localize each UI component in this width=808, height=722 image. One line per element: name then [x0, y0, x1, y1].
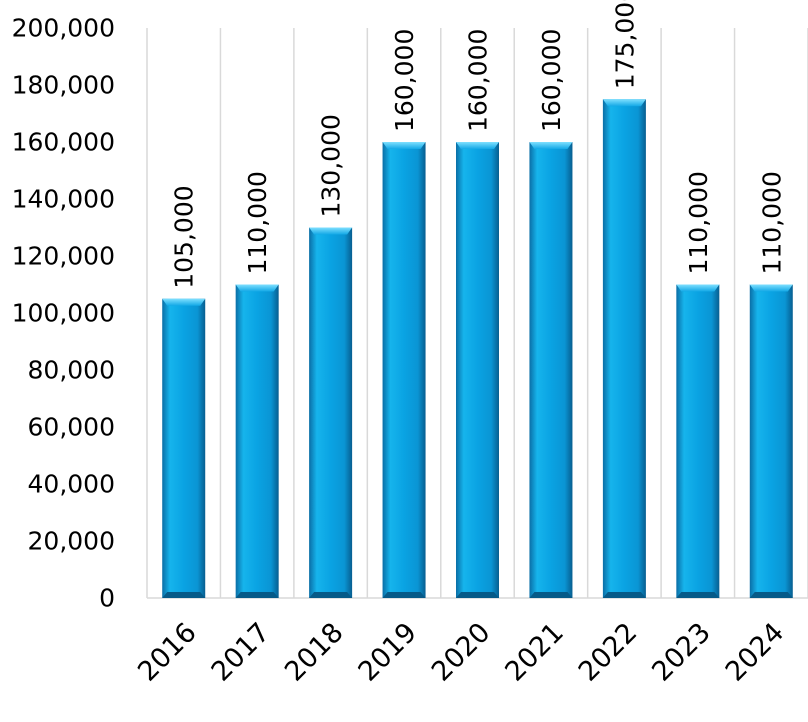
bar-body [456, 142, 499, 598]
bar-body [602, 99, 646, 598]
bar-data-label: 110,000 [243, 171, 272, 274]
bars [162, 99, 793, 598]
y-tick-label: 80,000 [28, 356, 115, 385]
bar [602, 99, 646, 598]
x-tick-label: 2020 [426, 617, 497, 688]
y-tick-label: 100,000 [12, 299, 115, 328]
bar-top-bevel [235, 284, 279, 292]
bar [162, 298, 206, 598]
bar [235, 284, 279, 598]
bar-data-label: 175,000 [610, 0, 639, 89]
x-tick-label: 2024 [720, 617, 791, 688]
bar-data-label: 130,000 [317, 114, 346, 217]
y-tick-label: 200,000 [12, 14, 115, 43]
bar-body [235, 284, 279, 598]
bar-data-label: 160,000 [464, 29, 493, 132]
data-labels: 105,000 110,000 130,000 160,000 160,000 160,0… [170, 0, 787, 289]
bar-data-label: 160,000 [537, 29, 566, 132]
x-tick-label: 2019 [353, 617, 424, 688]
bar-top-bevel [456, 142, 499, 149]
bar-data-label: 110,000 [757, 171, 786, 274]
gridlines [146, 28, 808, 598]
bar-bottom-bevel [602, 592, 646, 598]
bar-body [529, 142, 573, 598]
x-tick-label: 2021 [499, 617, 570, 688]
bar-bottom-bevel [676, 592, 720, 598]
x-tick-label: 2016 [132, 617, 203, 688]
bar-top-bevel [602, 99, 646, 107]
bar-top-bevel [309, 227, 353, 235]
bar-bottom-bevel [749, 592, 793, 598]
x-axis-tick-labels: 2016 2017 2018 2019 2020 2021 2022 2023 2024 [132, 617, 790, 688]
y-tick-label: 20,000 [28, 527, 115, 556]
bar-bottom-bevel [235, 592, 279, 598]
bar [749, 284, 793, 598]
y-tick-label: 60,000 [28, 413, 115, 442]
x-tick-label: 2017 [206, 617, 277, 688]
y-tick-label: 0 [99, 584, 115, 613]
bar-body [162, 298, 206, 598]
y-tick-label: 140,000 [12, 185, 115, 214]
bar-top-bevel [749, 284, 793, 292]
bar-bottom-bevel [309, 592, 353, 598]
bar-body [676, 284, 720, 598]
bar-body [309, 227, 353, 598]
x-tick-label: 2018 [279, 617, 350, 688]
x-tick-label: 2023 [646, 617, 717, 688]
bar-data-label: 105,000 [170, 185, 199, 288]
bar-bottom-bevel [162, 592, 206, 598]
bar-body [749, 284, 793, 598]
y-tick-label: 160,000 [12, 128, 115, 157]
bar [382, 142, 426, 598]
bar-top-bevel [382, 142, 426, 149]
bar-bottom-bevel [456, 592, 499, 598]
y-tick-label: 180,000 [12, 71, 115, 100]
bar [529, 142, 573, 598]
bar [456, 142, 499, 598]
y-tick-label: 120,000 [12, 242, 115, 271]
bar [676, 284, 720, 598]
bar-top-bevel [676, 284, 720, 292]
x-tick-label: 2022 [573, 617, 644, 688]
bar-body [382, 142, 426, 598]
bar-data-label: 160,000 [390, 29, 419, 132]
bar-bottom-bevel [529, 592, 573, 598]
bar-top-bevel [162, 298, 206, 306]
y-tick-label: 40,000 [28, 470, 115, 499]
bar [309, 227, 353, 598]
bar-data-label: 110,000 [684, 171, 713, 274]
bar-bottom-bevel [382, 592, 426, 598]
bar-top-bevel [529, 142, 573, 149]
y-axis-tick-labels: 0 20,000 40,000 60,000 80,000 100,000 120,000 1… [12, 14, 115, 613]
